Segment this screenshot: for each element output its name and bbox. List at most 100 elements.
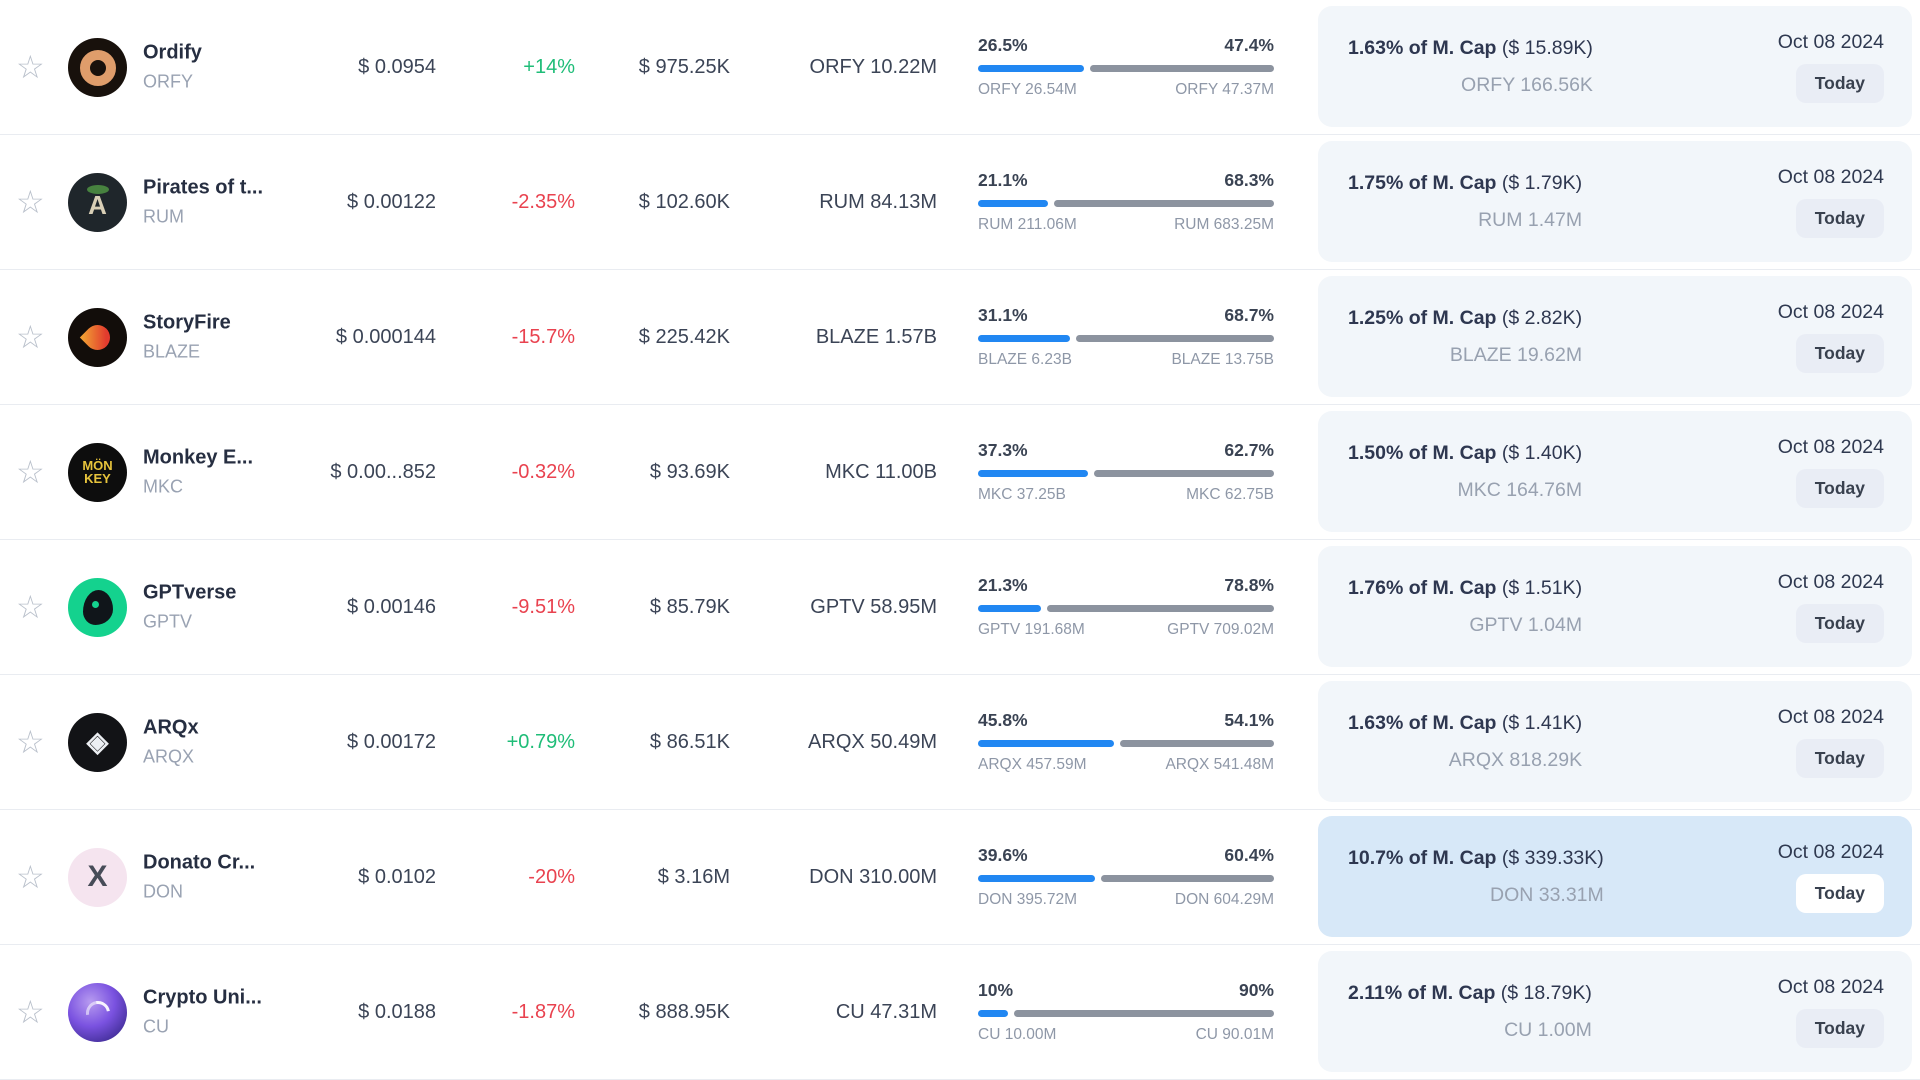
token-logo — [68, 308, 127, 367]
supply-progress-block: 21.3% 78.8% GPTV 191.68M GPTV 709.02M — [978, 540, 1274, 674]
left-amount-label: CU 10.00M — [978, 1026, 1057, 1043]
token-logo-glyph — [82, 590, 113, 625]
mcap-info: 1.63% of M. Cap ($ 15.89K) ORFY 166.56K — [1348, 37, 1593, 97]
unlock-date: Oct 08 2024 — [1777, 300, 1884, 323]
supply-progress-block: 10% 90% CU 10.00M CU 90.01M — [978, 945, 1274, 1079]
unlock-date-block: Oct 08 2024 Today — [1778, 706, 1884, 778]
mcap-unlock-card[interactable]: 1.63% of M. Cap ($ 1.41K) ARQX 818.29K O… — [1318, 681, 1912, 802]
mcap-usd: ($ 339.33K) — [1501, 846, 1604, 869]
right-percent-label: 62.7% — [1224, 440, 1274, 460]
mcap-info: 1.75% of M. Cap ($ 1.79K) RUM 1.47M — [1348, 172, 1582, 232]
token-name[interactable]: GPTverse — [143, 581, 237, 604]
token-name-block: Crypto Uni... CU — [143, 987, 262, 1038]
table-row: ☆ MÖN KEY Monkey E... MKC $ 0.00...852 -… — [0, 405, 1920, 540]
right-amount-label: ORFY 47.37M — [1175, 81, 1274, 98]
token-logo: A — [68, 173, 127, 232]
right-percent-label: 68.3% — [1224, 170, 1274, 190]
left-amount-label: MKC 37.25B — [978, 486, 1066, 503]
today-badge[interactable]: Today — [1795, 873, 1884, 913]
today-badge[interactable]: Today — [1795, 198, 1884, 238]
right-amount-label: DON 604.29M — [1174, 891, 1274, 908]
today-badge[interactable]: Today — [1795, 468, 1884, 508]
mcap-info: 10.7% of M. Cap ($ 339.33K) DON 33.31M — [1348, 847, 1604, 907]
left-amount-label: ORFY 26.54M — [978, 81, 1077, 98]
progress-bar-fill — [978, 470, 1089, 477]
mcap-percent: 1.63% of M. Cap — [1348, 36, 1497, 59]
favorite-star-icon[interactable]: ☆ — [16, 184, 45, 220]
mcap-token-amount: GPTV 1.04M — [1469, 613, 1583, 636]
token-logo — [68, 578, 127, 637]
mcap-usd: ($ 1.79K) — [1501, 171, 1583, 194]
today-badge[interactable]: Today — [1795, 63, 1884, 103]
unlock-date: Oct 08 2024 — [1777, 165, 1884, 188]
change-cell: -2.35% — [511, 190, 575, 213]
price-cell: $ 0.0102 — [358, 865, 436, 888]
mcap-token-amount: BLAZE 19.62M — [1449, 343, 1583, 366]
token-symbol: ARQX — [143, 746, 195, 767]
token-name[interactable]: StoryFire — [143, 311, 231, 334]
left-amount-label: BLAZE 6.23B — [978, 351, 1072, 368]
progress-bar-fill — [978, 335, 1071, 342]
favorite-star-icon[interactable]: ☆ — [16, 994, 45, 1030]
unlock-date: Oct 08 2024 — [1777, 30, 1884, 53]
volume-cell: $ 86.51K — [649, 730, 730, 753]
progress-bar-rest — [1053, 200, 1274, 207]
mcap-usd: ($ 1.41K) — [1501, 711, 1583, 734]
mcap-unlock-card[interactable]: 1.76% of M. Cap ($ 1.51K) GPTV 1.04M Oct… — [1318, 546, 1912, 667]
mcap-token-amount: MKC 164.76M — [1457, 478, 1583, 501]
mcap-usd: ($ 18.79K) — [1500, 981, 1592, 1004]
today-badge[interactable]: Today — [1795, 738, 1884, 778]
unlock-date-block: Oct 08 2024 Today — [1778, 841, 1884, 913]
favorite-star-icon[interactable]: ☆ — [16, 49, 45, 85]
token-symbol: GPTV — [143, 611, 193, 632]
amount-cell: DON 310.00M — [809, 865, 937, 888]
favorite-star-icon[interactable]: ☆ — [16, 454, 45, 490]
amount-cell: GPTV 58.95M — [810, 595, 937, 618]
price-cell: $ 0.00...852 — [330, 460, 436, 483]
mcap-usd: ($ 1.51K) — [1501, 576, 1583, 599]
mcap-unlock-card[interactable]: 1.75% of M. Cap ($ 1.79K) RUM 1.47M Oct … — [1318, 141, 1912, 262]
token-name[interactable]: ARQx — [143, 716, 199, 739]
table-row: ☆ StoryFire BLAZE $ 0.000144 -15.7% $ 22… — [0, 270, 1920, 405]
mcap-info: 1.63% of M. Cap ($ 1.41K) ARQX 818.29K — [1348, 712, 1582, 772]
mcap-unlock-card[interactable]: 1.25% of M. Cap ($ 2.82K) BLAZE 19.62M O… — [1318, 276, 1912, 397]
unlock-date-block: Oct 08 2024 Today — [1778, 436, 1884, 508]
progress-bar — [978, 200, 1274, 207]
today-badge[interactable]: Today — [1795, 603, 1884, 643]
token-name-block: StoryFire BLAZE — [143, 312, 231, 363]
mcap-percent: 1.25% of M. Cap — [1348, 306, 1497, 329]
mcap-unlock-card[interactable]: 10.7% of M. Cap ($ 339.33K) DON 33.31M O… — [1318, 816, 1912, 937]
unlock-date: Oct 08 2024 — [1777, 975, 1884, 998]
right-percent-label: 78.8% — [1224, 575, 1274, 595]
today-badge[interactable]: Today — [1795, 333, 1884, 373]
progress-bar-fill — [978, 65, 1085, 72]
right-amount-label: GPTV 709.02M — [1167, 621, 1274, 638]
price-cell: $ 0.00172 — [347, 730, 436, 753]
left-percent-label: 37.3% — [978, 440, 1028, 460]
token-name-block: ARQx ARQX — [143, 717, 199, 768]
change-cell: -1.87% — [511, 1000, 575, 1023]
table-row: ☆ Ordify ORFY $ 0.0954 +14% $ 975.25K OR… — [0, 0, 1920, 135]
unlock-date-block: Oct 08 2024 Today — [1778, 166, 1884, 238]
mcap-unlock-card[interactable]: 2.11% of M. Cap ($ 18.79K) CU 1.00M Oct … — [1318, 951, 1912, 1072]
token-name[interactable]: Monkey E... — [143, 446, 254, 469]
mcap-unlock-card[interactable]: 1.63% of M. Cap ($ 15.89K) ORFY 166.56K … — [1318, 6, 1912, 127]
favorite-star-icon[interactable]: ☆ — [16, 724, 45, 760]
token-name[interactable]: Crypto Uni... — [143, 986, 262, 1009]
today-badge[interactable]: Today — [1795, 1008, 1884, 1048]
token-name[interactable]: Donato Cr... — [143, 851, 256, 874]
token-logo: X — [68, 848, 127, 907]
volume-cell: $ 975.25K — [638, 55, 730, 78]
right-amount-label: ARQX 541.48M — [1165, 756, 1274, 773]
price-cell: $ 0.000144 — [335, 325, 436, 348]
favorite-star-icon[interactable]: ☆ — [16, 859, 45, 895]
amount-cell: ORFY 10.22M — [809, 55, 937, 78]
token-name[interactable]: Pirates of t... — [143, 176, 264, 199]
favorite-star-icon[interactable]: ☆ — [16, 589, 45, 625]
mcap-percent: 10.7% of M. Cap — [1348, 846, 1497, 869]
mcap-usd: ($ 1.40K) — [1501, 441, 1583, 464]
favorite-star-icon[interactable]: ☆ — [16, 319, 45, 355]
right-percent-label: 54.1% — [1224, 710, 1274, 730]
token-name[interactable]: Ordify — [143, 41, 202, 64]
mcap-unlock-card[interactable]: 1.50% of M. Cap ($ 1.40K) MKC 164.76M Oc… — [1318, 411, 1912, 532]
